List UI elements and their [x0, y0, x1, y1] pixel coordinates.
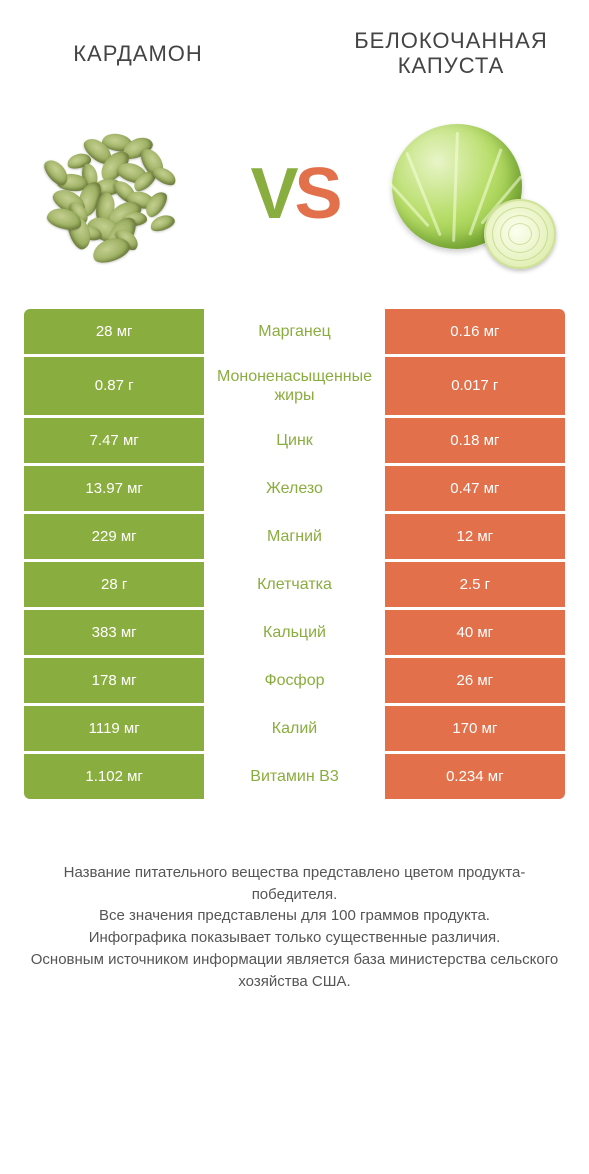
left-value: 13.97 мг: [24, 466, 204, 511]
left-product-title: КАРДАМОН: [10, 41, 266, 66]
footer-line: Название питательного вещества представл…: [30, 862, 559, 906]
right-value: 170 мг: [385, 706, 565, 751]
left-value: 28 г: [24, 562, 204, 607]
nutrient-label: Цинк: [204, 418, 384, 463]
right-value: 0.16 мг: [385, 309, 565, 354]
nutrient-label: Железо: [204, 466, 384, 511]
footer-line: Основным источником информации является …: [30, 949, 559, 993]
vs-label: VS: [250, 158, 338, 230]
footer-line: Все значения представлены для 100 граммо…: [30, 905, 559, 927]
vs-v: V: [250, 154, 294, 234]
header: КАРДАМОН БЕЛОКОЧАННАЯ КАПУСТА: [0, 0, 589, 89]
table-row: 7.47 мгЦинк0.18 мг: [24, 418, 565, 466]
nutrient-label: Магний: [204, 514, 384, 559]
nutrient-label: Марганец: [204, 309, 384, 354]
cardamom-icon: [37, 109, 207, 279]
table-row: 1.102 мгВитамин B30.234 мг: [24, 754, 565, 802]
left-value: 383 мг: [24, 610, 204, 655]
footer-notes: Название питательного вещества представл…: [0, 802, 589, 1013]
table-row: 1119 мгКалий170 мг: [24, 706, 565, 754]
right-value: 0.18 мг: [385, 418, 565, 463]
images-row: VS: [0, 89, 589, 309]
right-value: 0.47 мг: [385, 466, 565, 511]
left-value: 7.47 мг: [24, 418, 204, 463]
table-row: 383 мгКальций40 мг: [24, 610, 565, 658]
right-value: 2.5 г: [385, 562, 565, 607]
comparison-table: 28 мгМарганец0.16 мг0.87 гМононенасыщенн…: [0, 309, 589, 802]
left-value: 0.87 г: [24, 357, 204, 415]
nutrient-label: Мононенасыщенные жиры: [204, 357, 384, 415]
vs-s: S: [294, 154, 338, 234]
nutrient-label: Витамин B3: [204, 754, 384, 799]
right-value: 0.234 мг: [385, 754, 565, 799]
left-value: 1.102 мг: [24, 754, 204, 799]
right-product-title: БЕЛОКОЧАННАЯ КАПУСТА: [323, 28, 579, 79]
table-row: 229 мгМагний12 мг: [24, 514, 565, 562]
cabbage-icon: [382, 109, 552, 279]
table-row: 28 гКлетчатка2.5 г: [24, 562, 565, 610]
left-value: 28 мг: [24, 309, 204, 354]
nutrient-label: Кальций: [204, 610, 384, 655]
right-value: 26 мг: [385, 658, 565, 703]
left-value: 229 мг: [24, 514, 204, 559]
table-row: 28 мгМарганец0.16 мг: [24, 309, 565, 357]
nutrient-label: Клетчатка: [204, 562, 384, 607]
right-value: 0.017 г: [385, 357, 565, 415]
right-value: 12 мг: [385, 514, 565, 559]
left-value: 1119 мг: [24, 706, 204, 751]
table-row: 13.97 мгЖелезо0.47 мг: [24, 466, 565, 514]
table-row: 178 мгФосфор26 мг: [24, 658, 565, 706]
left-value: 178 мг: [24, 658, 204, 703]
table-row: 0.87 гМононенасыщенные жиры0.017 г: [24, 357, 565, 418]
right-value: 40 мг: [385, 610, 565, 655]
footer-line: Инфографика показывает только существенн…: [30, 927, 559, 949]
nutrient-label: Фосфор: [204, 658, 384, 703]
nutrient-label: Калий: [204, 706, 384, 751]
